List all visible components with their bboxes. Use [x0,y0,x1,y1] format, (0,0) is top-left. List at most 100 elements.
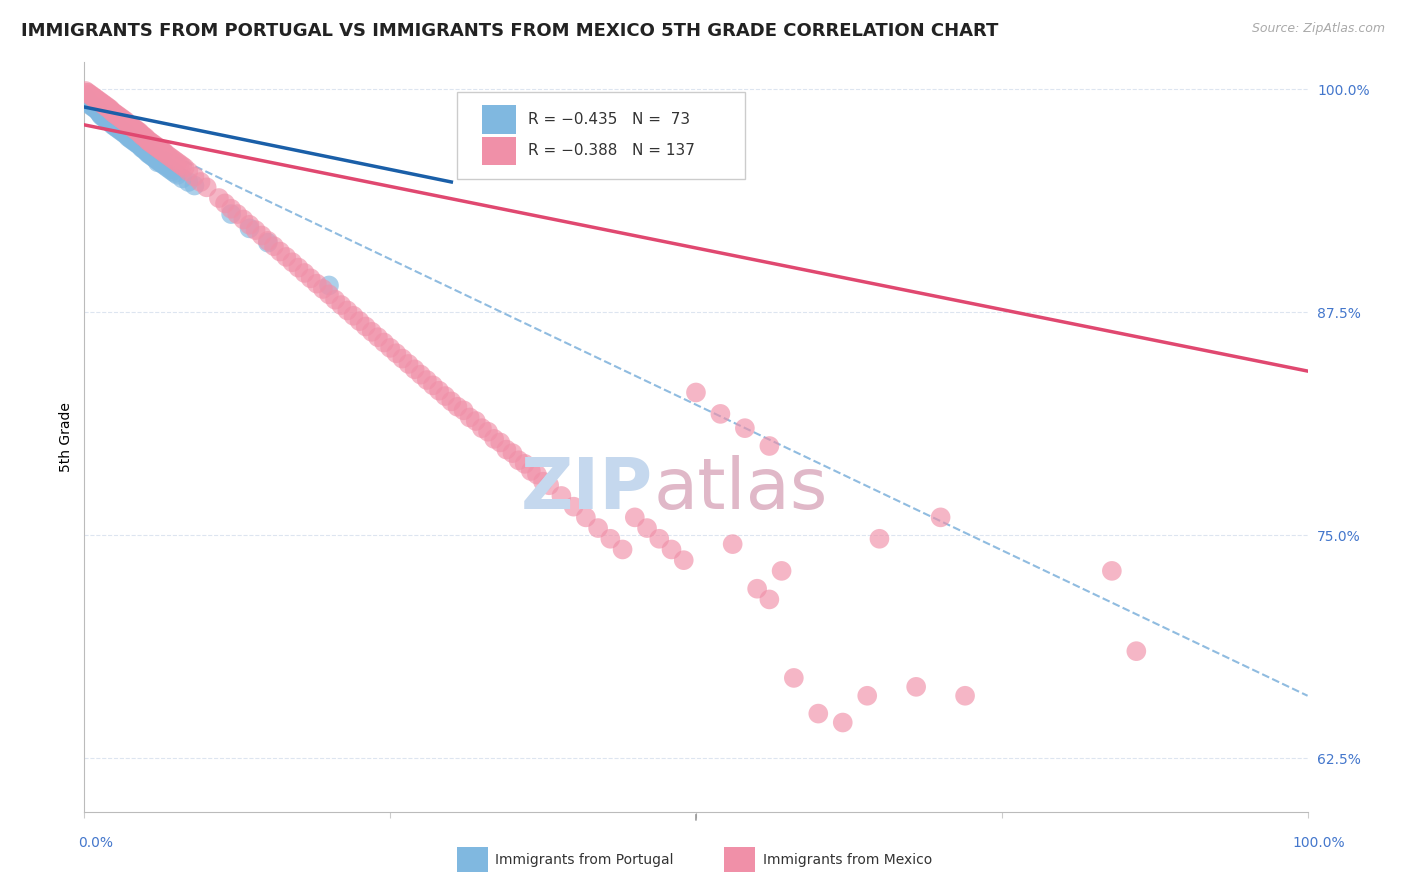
Point [404,362,426,376]
Point [135,130,157,145]
Point [145,139,167,153]
Point [94,98,117,112]
Point [131,128,153,143]
Point [153,159,176,173]
Point [173,161,195,175]
Point [159,150,181,164]
Point [709,407,731,421]
Point [136,146,159,161]
Point [125,123,148,137]
Point [93,111,115,125]
Point [238,218,260,232]
Point [599,532,621,546]
Point [349,314,371,328]
Point [104,107,127,121]
Point [100,116,122,130]
Point [624,510,647,524]
Point [721,537,744,551]
Point [336,303,359,318]
Point [482,432,505,446]
Point [112,125,135,139]
Text: R = −0.388   N = 137: R = −0.388 N = 137 [529,144,695,159]
Point [141,136,163,150]
Point [86,93,108,107]
Point [115,114,138,128]
Text: R = −0.435   N =  73: R = −0.435 N = 73 [529,112,690,127]
Point [124,134,146,148]
Point [360,325,382,339]
Point [416,373,439,387]
Point [373,335,395,350]
FancyBboxPatch shape [482,136,516,165]
Point [148,153,170,168]
Point [75,91,97,105]
Point [905,680,928,694]
Point [94,111,117,125]
Point [97,100,120,114]
Point [219,207,242,221]
Point [434,389,457,403]
Y-axis label: 5th Grade: 5th Grade [59,402,73,472]
Point [758,439,780,453]
Point [153,145,176,159]
Point [89,107,111,121]
Point [245,223,267,237]
Point [149,155,172,169]
Point [422,378,444,392]
Point [135,145,157,159]
Point [108,123,131,137]
Point [132,141,155,155]
Point [208,191,231,205]
Point [831,715,853,730]
Point [146,141,169,155]
Point [783,671,806,685]
Text: Immigrants from Portugal: Immigrants from Portugal [495,853,673,867]
Point [150,143,173,157]
Point [90,96,112,111]
Point [156,148,179,162]
Point [807,706,830,721]
Point [138,134,160,148]
Point [929,510,952,524]
Point [269,244,291,259]
Text: ZIP: ZIP [520,455,654,524]
Text: 0.0%: 0.0% [79,836,112,850]
Point [117,130,139,145]
Point [125,123,148,137]
Point [84,91,107,105]
Point [77,86,100,100]
Point [385,346,408,360]
Point [129,139,152,153]
Point [97,112,120,127]
Point [80,89,103,103]
Point [135,132,157,146]
Point [636,521,658,535]
Point [122,121,145,136]
Point [162,152,184,166]
Point [142,137,165,152]
Point [89,95,111,109]
Point [114,127,136,141]
Point [122,134,145,148]
Point [87,105,110,120]
Point [1101,564,1123,578]
Point [156,161,179,175]
Point [104,120,127,134]
Point [477,425,499,439]
Point [75,84,97,98]
Point [172,171,194,186]
Point [83,91,105,105]
Point [550,489,572,503]
Point [120,132,142,146]
Point [148,141,170,155]
Point [612,542,634,557]
Point [391,351,413,366]
Point [1125,644,1147,658]
Point [87,93,110,107]
Point [114,114,136,128]
Point [83,100,105,114]
Point [101,105,124,120]
Point [110,123,132,137]
Point [90,109,112,123]
Point [124,121,146,136]
